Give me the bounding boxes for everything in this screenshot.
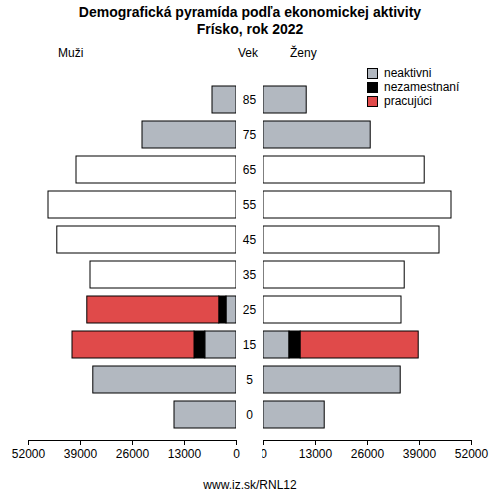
svg-text:85: 85 [243, 93, 257, 107]
html-text:pracujúci: pracujúci [384, 94, 432, 108]
svg-text:0: 0 [233, 447, 240, 461]
svg-text:26000: 26000 [116, 447, 150, 461]
svg-text:13000: 13000 [168, 447, 202, 461]
svg-text:52000: 52000 [12, 447, 46, 461]
html-text:nezamestnaní: nezamestnaní [384, 80, 460, 94]
html-text:Vek: Vek [238, 46, 258, 60]
svg-text:5: 5 [246, 373, 253, 387]
svg-text:65: 65 [243, 163, 257, 177]
svg-text:25: 25 [243, 303, 257, 317]
svg-text:13000: 13000 [299, 447, 333, 461]
svg-text:0: 0 [246, 408, 253, 422]
html-text:Demografická pyramída podľa ek: Demografická pyramída podľa ekonomickej … [78, 4, 422, 20]
svg-text:0: 0 [262, 447, 267, 461]
svg-text:39000: 39000 [403, 447, 437, 461]
html-text:neaktivni: neaktivni [384, 66, 432, 80]
svg-text:15: 15 [243, 338, 257, 352]
svg-text:75: 75 [243, 128, 257, 142]
svg-text:55: 55 [243, 198, 257, 212]
svg-text:26000: 26000 [351, 447, 385, 461]
html-text:www.iz.sk/RNL12: www.iz.sk/RNL12 [203, 478, 297, 492]
svg-text:52000: 52000 [455, 447, 489, 461]
svg-text:45: 45 [243, 233, 257, 247]
html-text:Ženy: Ženy [290, 46, 317, 60]
svg-text:39000: 39000 [64, 447, 98, 461]
svg-text:35: 35 [243, 268, 257, 282]
html-text:Muži: Muži [58, 46, 84, 60]
html-text:Frísko, rok 2022: Frísko, rok 2022 [196, 21, 304, 37]
